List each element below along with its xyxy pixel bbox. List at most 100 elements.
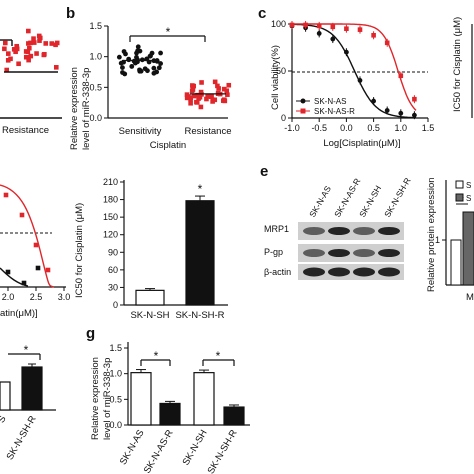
- panel-b-y-tick-label: 0.0: [89, 113, 102, 123]
- panel-g-bar-2: [193, 372, 215, 426]
- panel-c-point-sk-n-as: [412, 112, 417, 118]
- panel-b-dot-resistance: [190, 87, 196, 92]
- panel-g-y-ticks: 0.0 0.5 1.0 1.5: [109, 343, 128, 430]
- panel-d-x-tick-label: 3.0: [58, 292, 71, 302]
- panel-c-point-sk-n-as-r: [384, 40, 390, 46]
- panel-b-dot-sensitivity: [118, 60, 124, 66]
- panel-e-band: [378, 227, 400, 235]
- panel-c-y-tick-label: 100: [271, 19, 286, 29]
- panel-g-bars: [130, 369, 245, 426]
- panel-d-point-black: [5, 269, 11, 275]
- panel-e-blot-strip: [298, 264, 404, 280]
- panel-a-dots: [2, 28, 60, 73]
- panel-b-star: *: [166, 25, 171, 39]
- panel-a-dot: [36, 33, 42, 39]
- legend-sk-n-as-r: SK-N-AS-R: [314, 107, 355, 116]
- panel-a-dot: [4, 67, 10, 73]
- panel-g-bar-3: [223, 406, 245, 426]
- panel-e-band: [353, 227, 375, 235]
- panel-c-point-sk-n-as-r: [303, 22, 308, 28]
- panel-d2-y-tick-label: 30: [108, 282, 118, 292]
- panel-b-cat-resistance: Resistance: [185, 126, 232, 137]
- panel-c-right-ylabel: IC50 for Cisplatin (μM): [452, 17, 463, 112]
- panel-d-xlabel-tail: atin(μM)]: [0, 308, 38, 319]
- panel-b-dot-resistance: [205, 93, 210, 99]
- panel-c-curve-sk-n-as-r: [292, 23, 417, 111]
- panel-b-dot-resistance: [195, 92, 200, 98]
- panel-e-blot-strip: [298, 244, 404, 262]
- panel-e-right-tick: 1: [435, 235, 440, 245]
- panel-e-blot-strip: [298, 222, 404, 240]
- panel-b-dot-sensitivity: [132, 60, 138, 66]
- panel-d-ticks: 2.0 2.5 3.0: [2, 287, 71, 302]
- panel-c-y-tick-label: 0: [281, 113, 286, 123]
- panel-d: 2.0 2.5 3.0 atin(μM)]: [0, 184, 71, 319]
- panel-b-y-tick-label: 0.5: [89, 82, 102, 92]
- panel-c-point-sk-n-as-r: [398, 73, 404, 78]
- panel-c-curve-sk-n-as: [292, 23, 416, 119]
- panel-b-dot-sensitivity: [129, 64, 135, 69]
- panel-e-letter: e: [260, 163, 268, 180]
- panel-a-dot: [34, 51, 39, 56]
- panel-c-point-sk-n-as: [330, 36, 336, 42]
- panel-f-bar-0: [0, 381, 11, 411]
- panel-e-band: [378, 267, 400, 277]
- panel-e-bar-0: [450, 239, 462, 286]
- panel-f-bar-1: [21, 366, 43, 411]
- panel-e-band: [353, 267, 375, 277]
- panel-e-band: [303, 249, 325, 257]
- panel-g-letter: g: [86, 325, 95, 342]
- panel-a-dot: [27, 45, 32, 51]
- panel-d2-bar-0: [135, 289, 165, 306]
- panel-c-point-sk-n-as-r: [412, 96, 417, 102]
- panel-c-curves: [289, 20, 417, 120]
- panel-a-dot: [41, 52, 47, 58]
- panel-f-star: *: [24, 343, 29, 357]
- panel-b-dot-resistance: [221, 86, 227, 92]
- panel-b-dot-sensitivity: [156, 65, 162, 71]
- panel-b-y-ticks: 0.0 0.5 1.0 1.5: [89, 21, 108, 123]
- panel-f: * S SK-N-SH-R: [0, 343, 56, 462]
- panel-b-dot-resistance: [198, 89, 204, 95]
- panel-a-dot: [53, 42, 58, 48]
- panel-a-dot: [26, 28, 31, 34]
- panel-c-point-sk-n-as: [371, 98, 376, 104]
- panel-d2-y-tick-label: 210: [103, 177, 118, 187]
- panel-e-row-pgp: P-gp: [264, 247, 283, 257]
- panel-c-point-sk-n-as: [357, 78, 363, 83]
- panel-g-y-tick-label: 0.0: [109, 420, 122, 430]
- panel-g-y-tick-label: 1.5: [109, 343, 122, 353]
- panel-g: g Relative expression level of miR-338-3…: [86, 325, 250, 474]
- panel-g-y-tick-label: 1.0: [109, 369, 122, 379]
- panel-b-ylabel-line2: level of miR-338-3p: [81, 68, 92, 150]
- panel-a-dot: [31, 40, 37, 45]
- panel-a-dot: [6, 51, 11, 56]
- panel-d2-y-tick-label: 0: [113, 300, 118, 310]
- panel-a-dot: [43, 41, 49, 46]
- panel-g-cat-label: SK-N-AS: [118, 428, 147, 467]
- panel-a-dot: [23, 54, 29, 60]
- panel-d2-y-tick-label: 180: [103, 195, 118, 205]
- panel-c-legend: SK-N-AS SK-N-AS-R: [296, 97, 355, 116]
- panel-e-band: [328, 249, 350, 257]
- panel-a-dot: [8, 56, 13, 62]
- panel-c-point-sk-n-as-r: [330, 24, 336, 30]
- panel-c-x-tick-label: -0.5: [311, 123, 327, 133]
- panel-e-band: [378, 249, 400, 257]
- panel-b-dot-resistance: [208, 94, 214, 99]
- panel-a-dot: [13, 49, 18, 55]
- panel-c-x-tick-label: 1.0: [395, 123, 408, 133]
- panel-e-lane-label: SK-N-AS: [307, 184, 333, 219]
- panel-a-dot: [37, 38, 42, 43]
- panel-g-ylabel-line2: level of miR-338-3p: [102, 358, 113, 440]
- panel-b-dot-resistance: [226, 82, 232, 88]
- panel-b-dot-resistance: [194, 100, 200, 105]
- panel-e-band: [303, 267, 325, 277]
- panel-g-cat-label: SK-N-AS-R: [142, 428, 176, 474]
- panel-a-dot: [2, 46, 7, 52]
- panel-a: Resistance: [0, 28, 62, 136]
- panel-c-y-tick-label: 50: [276, 66, 286, 76]
- panel-e-bar-1: [462, 211, 474, 286]
- panel-b-xlabel: Cisplatin: [150, 140, 186, 151]
